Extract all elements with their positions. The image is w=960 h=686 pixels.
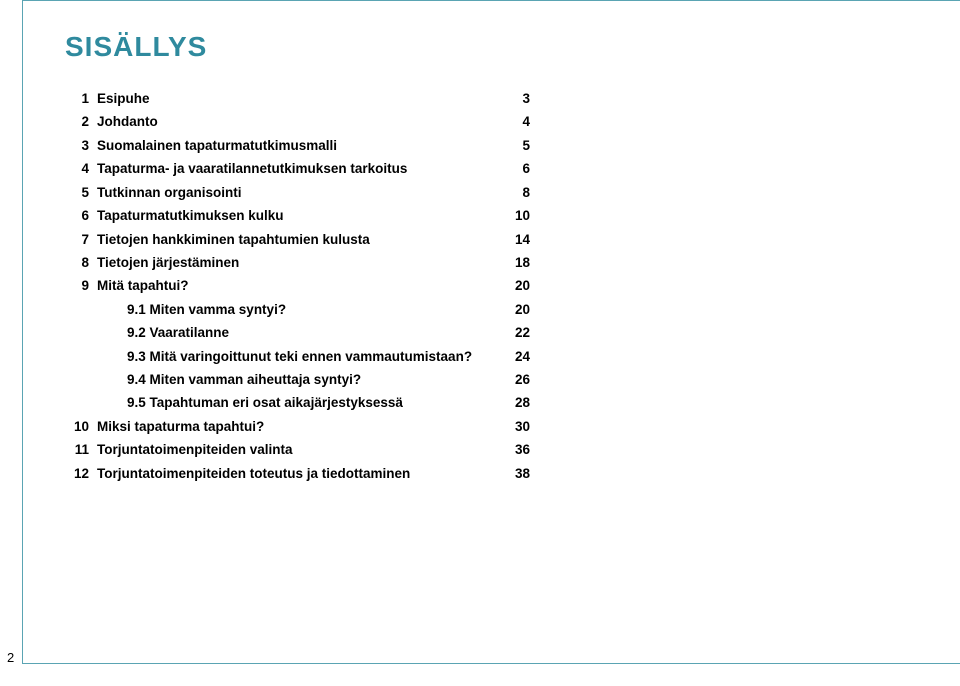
spacer <box>89 112 97 133</box>
toc-page: 14 <box>496 230 900 251</box>
toc-page: 10 <box>496 206 900 227</box>
toc-label: Miksi tapaturma tapahtui? <box>97 417 264 438</box>
toc-row: 2 Johdanto 4 <box>65 112 900 133</box>
toc-label: Suomalainen tapaturmatutkimusmalli <box>97 136 337 157</box>
toc-label: 9.2 Vaaratilanne <box>127 323 229 344</box>
toc-row: 8 Tietojen järjestäminen 18 <box>65 253 900 274</box>
toc-label: 9.5 Tapahtuman eri osat aikajärjestykses… <box>127 393 403 414</box>
toc-number: 11 <box>65 440 89 461</box>
toc-page: 36 <box>496 440 900 461</box>
toc-page: 5 <box>496 136 900 157</box>
toc-row: 9.5 Tapahtuman eri osat aikajärjestykses… <box>65 393 900 414</box>
spacer <box>89 183 97 204</box>
spacer <box>89 276 97 297</box>
toc-page: 30 <box>496 417 900 438</box>
toc-number: 7 <box>65 230 89 251</box>
page-frame: SISÄLLYS 1Esipuhe32Johdanto43Suomalainen… <box>22 0 960 664</box>
spacer <box>89 323 97 344</box>
spacer <box>89 89 97 110</box>
toc-number: 6 <box>65 206 89 227</box>
spacer <box>89 230 97 251</box>
page-number: 2 <box>7 650 14 665</box>
toc-row: 1 Esipuhe 3 <box>65 89 900 110</box>
toc-label: Tutkinnan organisointi <box>97 183 242 204</box>
toc-row: 9 Mitä tapahtui? 20 <box>65 276 900 297</box>
table-of-contents: 1Esipuhe32Johdanto43Suomalainen tapaturm… <box>65 89 900 485</box>
toc-page: 18 <box>496 253 900 274</box>
toc-row: 5 Tutkinnan organisointi 8 <box>65 183 900 204</box>
toc-row: 4 Tapaturma- ja vaaratilannetutkimuksen t… <box>65 159 900 180</box>
toc-page: 38 <box>496 464 900 485</box>
toc-row: 9.3 Mitä varingoittunut teki ennen vamma… <box>65 347 900 368</box>
toc-label: 9.4 Miten vamman aiheuttaja syntyi? <box>127 370 361 391</box>
toc-page: 26 <box>496 370 900 391</box>
toc-row: 9.1 Miten vamma syntyi? 20 <box>65 300 900 321</box>
indent <box>97 300 127 321</box>
spacer <box>89 159 97 180</box>
toc-label: Tietojen järjestäminen <box>97 253 239 274</box>
toc-label: Tapaturma- ja vaaratilannetutkimuksen ta… <box>97 159 407 180</box>
toc-heading: SISÄLLYS <box>65 31 900 63</box>
toc-number <box>65 370 89 391</box>
toc-number: 9 <box>65 276 89 297</box>
toc-number: 4 <box>65 159 89 180</box>
toc-label: 9.1 Miten vamma syntyi? <box>127 300 286 321</box>
toc-page: 8 <box>496 183 900 204</box>
toc-label: Torjuntatoimenpiteiden toteutus ja tiedo… <box>97 464 410 485</box>
toc-number: 2 <box>65 112 89 133</box>
toc-page: 6 <box>496 159 900 180</box>
spacer <box>89 253 97 274</box>
spacer <box>89 206 97 227</box>
toc-number <box>65 323 89 344</box>
spacer <box>89 417 97 438</box>
toc-label: Torjuntatoimenpiteiden valinta <box>97 440 293 461</box>
toc-label: Johdanto <box>97 112 158 133</box>
toc-row: 10 Miksi tapaturma tapahtui? 30 <box>65 417 900 438</box>
toc-page: 4 <box>496 112 900 133</box>
toc-number: 1 <box>65 89 89 110</box>
toc-page: 28 <box>496 393 900 414</box>
spacer <box>89 370 97 391</box>
toc-row: 3 Suomalainen tapaturmatutkimusmalli 5 <box>65 136 900 157</box>
toc-number: 10 <box>65 417 89 438</box>
spacer <box>89 464 97 485</box>
toc-page: 22 <box>496 323 900 344</box>
toc-row: 11 Torjuntatoimenpiteiden valinta 36 <box>65 440 900 461</box>
toc-number: 12 <box>65 464 89 485</box>
toc-number: 5 <box>65 183 89 204</box>
toc-label: Tapaturmatutkimuksen kulku <box>97 206 284 227</box>
toc-label: Tietojen hankkiminen tapahtumien kulusta <box>97 230 370 251</box>
spacer <box>89 440 97 461</box>
toc-number <box>65 393 89 414</box>
toc-label: Esipuhe <box>97 89 150 110</box>
toc-row: 6 Tapaturmatutkimuksen kulku 10 <box>65 206 900 227</box>
spacer <box>89 393 97 414</box>
toc-page: 20 <box>496 276 900 297</box>
toc-page: 3 <box>496 89 900 110</box>
toc-row: 12 Torjuntatoimenpiteiden toteutus ja tie… <box>65 464 900 485</box>
toc-number <box>65 347 89 368</box>
indent <box>97 323 127 344</box>
toc-page: 20 <box>496 300 900 321</box>
spacer <box>89 136 97 157</box>
toc-number: 3 <box>65 136 89 157</box>
spacer <box>89 300 97 321</box>
toc-row: 9.2 Vaaratilanne 22 <box>65 323 900 344</box>
toc-label: Mitä tapahtui? <box>97 276 189 297</box>
toc-row: 9.4 Miten vamman aiheuttaja syntyi? 26 <box>65 370 900 391</box>
toc-number: 8 <box>65 253 89 274</box>
toc-label: 9.3 Mitä varingoittunut teki ennen vamma… <box>127 347 472 368</box>
toc-number <box>65 300 89 321</box>
toc-row: 7 Tietojen hankkiminen tapahtumien kulust… <box>65 230 900 251</box>
indent <box>97 347 127 368</box>
spacer <box>89 347 97 368</box>
indent <box>97 393 127 414</box>
toc-page: 24 <box>496 347 900 368</box>
indent <box>97 370 127 391</box>
